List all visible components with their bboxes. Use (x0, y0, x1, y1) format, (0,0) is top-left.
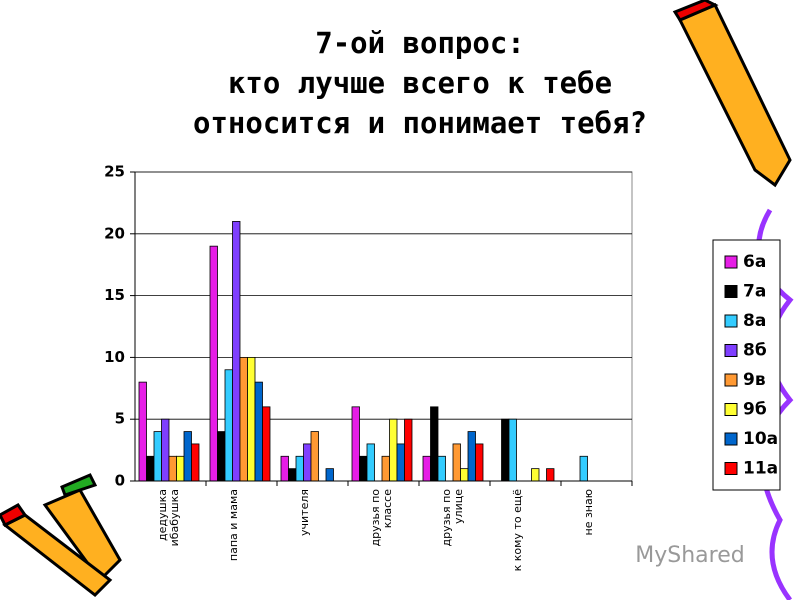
bar (176, 455, 185, 482)
y-tick-label: 20 (104, 224, 125, 242)
bar (359, 455, 368, 482)
legend-label: 9б (743, 400, 767, 420)
y-tick-label: 25 (104, 163, 125, 181)
y-tick-label: 0 (115, 472, 125, 490)
legend-swatch (724, 255, 738, 269)
bar (183, 431, 192, 482)
x-tick-label: друзья по классе (368, 489, 394, 547)
legend-box (712, 239, 781, 491)
legend-label: 8б (743, 341, 767, 361)
bar (430, 406, 439, 482)
legend-label: 10а (743, 429, 778, 449)
legend-swatch (724, 462, 738, 475)
x-tick-label: учителя (297, 489, 311, 536)
legend-label: 11а (743, 459, 778, 479)
bar (404, 418, 413, 482)
bar (280, 455, 289, 482)
legend-label: 6а (743, 252, 766, 272)
bar (389, 418, 398, 482)
y-tick-label: 5 (115, 410, 125, 428)
bar (366, 443, 375, 482)
bar (381, 455, 390, 482)
bar (254, 381, 263, 482)
bar (191, 443, 200, 482)
bar (262, 406, 271, 482)
bar (295, 455, 304, 482)
legend-swatch (724, 432, 738, 446)
bar (209, 245, 218, 482)
bar (351, 406, 360, 482)
bar (217, 431, 226, 482)
legend-swatch (724, 403, 738, 416)
legend-swatch (724, 314, 738, 328)
chart-title: кто лучше всего к тебе (228, 66, 612, 100)
y-tick-label: 10 (104, 348, 125, 366)
bar (467, 431, 476, 482)
bar (501, 418, 510, 482)
bar (531, 468, 540, 482)
y-tick-label: 15 (104, 286, 125, 304)
x-tick-label: папа и мама (226, 489, 240, 562)
legend-swatch (724, 344, 738, 357)
legend-label: 7а (743, 282, 766, 302)
bar (247, 356, 256, 482)
bar (396, 443, 405, 482)
bar (452, 443, 461, 482)
x-tick-label: не знаю (581, 489, 595, 536)
bar (325, 468, 334, 482)
chart-title: 7-ой вопрос: (315, 26, 525, 60)
bar (437, 455, 446, 482)
bar (138, 381, 147, 482)
bar (224, 369, 233, 482)
x-tick-label: друзья по улице (439, 489, 465, 547)
bar (303, 443, 312, 482)
bar (146, 455, 155, 482)
bar (546, 468, 555, 482)
bar (161, 418, 170, 482)
bar (508, 418, 517, 482)
bar (239, 356, 248, 482)
bar (579, 455, 588, 482)
x-tick-label: к кому то ещё (510, 489, 524, 572)
watermark: MyShared (635, 543, 744, 568)
chart-title: относится и понимает тебя? (193, 106, 647, 140)
legend-swatch (724, 373, 738, 387)
bar (168, 455, 177, 482)
x-tick-label: дедушка ибабушка (155, 489, 181, 547)
plot-area (134, 171, 633, 482)
legend-label: 8а (743, 311, 766, 331)
legend-swatch (724, 285, 738, 298)
legend-label: 9в (743, 370, 766, 390)
bar (232, 221, 241, 482)
bar (310, 431, 319, 482)
bar (422, 455, 431, 482)
bar (460, 468, 469, 482)
bar (475, 443, 484, 482)
bar (153, 431, 162, 482)
bar (288, 468, 297, 482)
